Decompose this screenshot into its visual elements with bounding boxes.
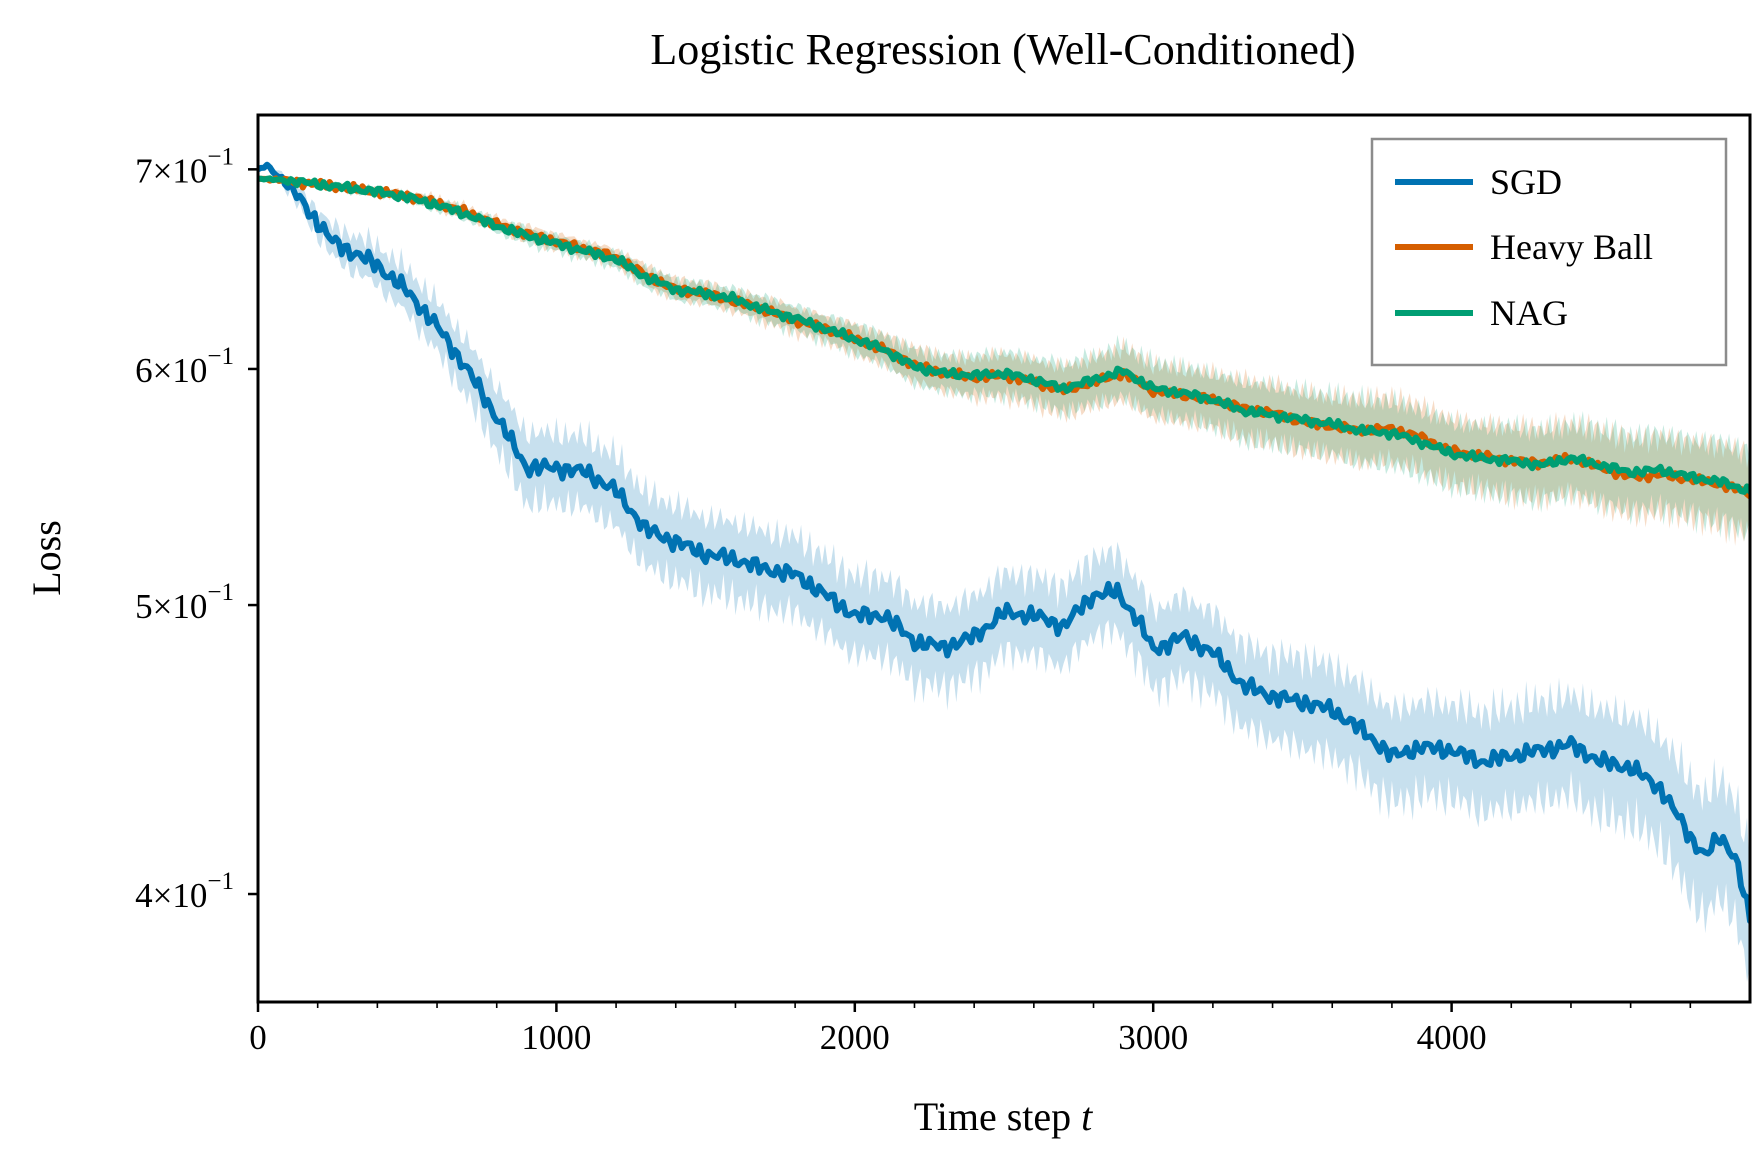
legend-label-heavy-ball: Heavy Ball [1490,227,1653,267]
legend-label-sgd: SGD [1490,162,1562,202]
x-tick-label: 1000 [521,1018,591,1057]
x-tick-label: 0 [249,1018,267,1057]
x-tick-label: 2000 [820,1018,890,1057]
x-tick-label: 4000 [1417,1018,1487,1057]
y-tick-label: 7×10−1 [135,143,234,190]
legend: SGD Heavy Ball NAG [1370,137,1728,367]
legend-box [1370,137,1728,367]
y-tick-label: 6×10−1 [135,343,234,390]
plot-frame [256,113,1752,1004]
y-tick-label: 5×10−1 [135,579,234,626]
line-nag [258,175,1750,495]
x-axis-label: Time step t [914,1094,1093,1139]
line-sgd [258,161,1750,924]
x-axis-label-var: t [1081,1094,1093,1139]
series-lines [258,161,1750,924]
y-axis: 4×10−1 5×10−1 6×10−1 7×10−1 [135,143,258,915]
x-axis: 0 1000 2000 3000 4000 [249,1002,1692,1057]
band-sgd [258,161,1750,983]
x-axis-label-text: Time step [914,1094,1071,1139]
y-axis-label: Loss [24,520,69,596]
chart-title: Logistic Regression (Well-Conditioned) [650,25,1355,74]
legend-label-nag: NAG [1490,293,1568,333]
y-tick-label: 4×10−1 [135,868,234,915]
x-tick-label: 3000 [1118,1018,1188,1057]
